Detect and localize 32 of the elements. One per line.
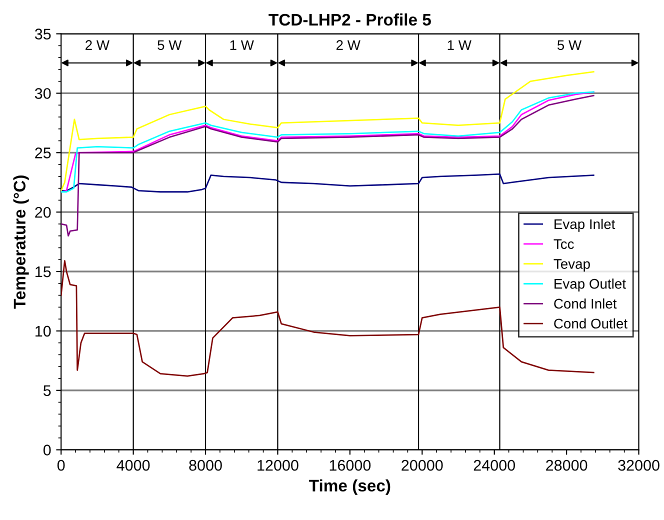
legend-label: Cond Inlet — [554, 298, 617, 309]
annotation: 1 W — [448, 40, 472, 50]
x-axis-title: Time (sec) — [309, 479, 390, 495]
x-tick-label: 28000 — [546, 460, 588, 471]
x-tick-label: 8000 — [189, 460, 222, 471]
annotation: 1 W — [230, 40, 254, 50]
annotation: 5 W — [158, 40, 182, 50]
y-tick-label: 25 — [35, 148, 51, 158]
x-tick-label: 0 — [57, 460, 65, 471]
annotation: 2 W — [86, 40, 110, 50]
y-tick-label: 0 — [43, 444, 51, 456]
annotation: 5 W — [557, 40, 582, 50]
x-tick-label: 4000 — [116, 460, 150, 471]
x-tick-label: 32000 — [618, 460, 660, 471]
annotation: 2 W — [336, 40, 360, 50]
chart-title: TCD-LHP2 - Profile 5 — [268, 13, 431, 26]
y-tick-label: 20 — [35, 206, 51, 218]
y-tick-label: 15 — [36, 266, 51, 278]
x-tick-label: 20000 — [402, 460, 443, 471]
x-tick-label: 24000 — [474, 460, 515, 471]
legend-label: Tcc — [554, 239, 574, 249]
y-tick-label: 35 — [34, 28, 51, 40]
y-tick-label: 10 — [36, 326, 51, 337]
x-tick-label: 12000 — [258, 460, 298, 471]
legend-label: Cond Outlet — [554, 318, 628, 329]
y-tick-label: 30 — [34, 88, 51, 99]
y-tick-label: 5 — [43, 385, 51, 396]
y-axis-title: Temperature (°C) — [13, 176, 29, 309]
x-tick-label: 16000 — [330, 460, 371, 471]
legend-label: Evap Inlet — [554, 218, 616, 232]
legend-label: Evap Outlet — [554, 278, 626, 292]
legend-label: Tevap — [554, 259, 590, 272]
